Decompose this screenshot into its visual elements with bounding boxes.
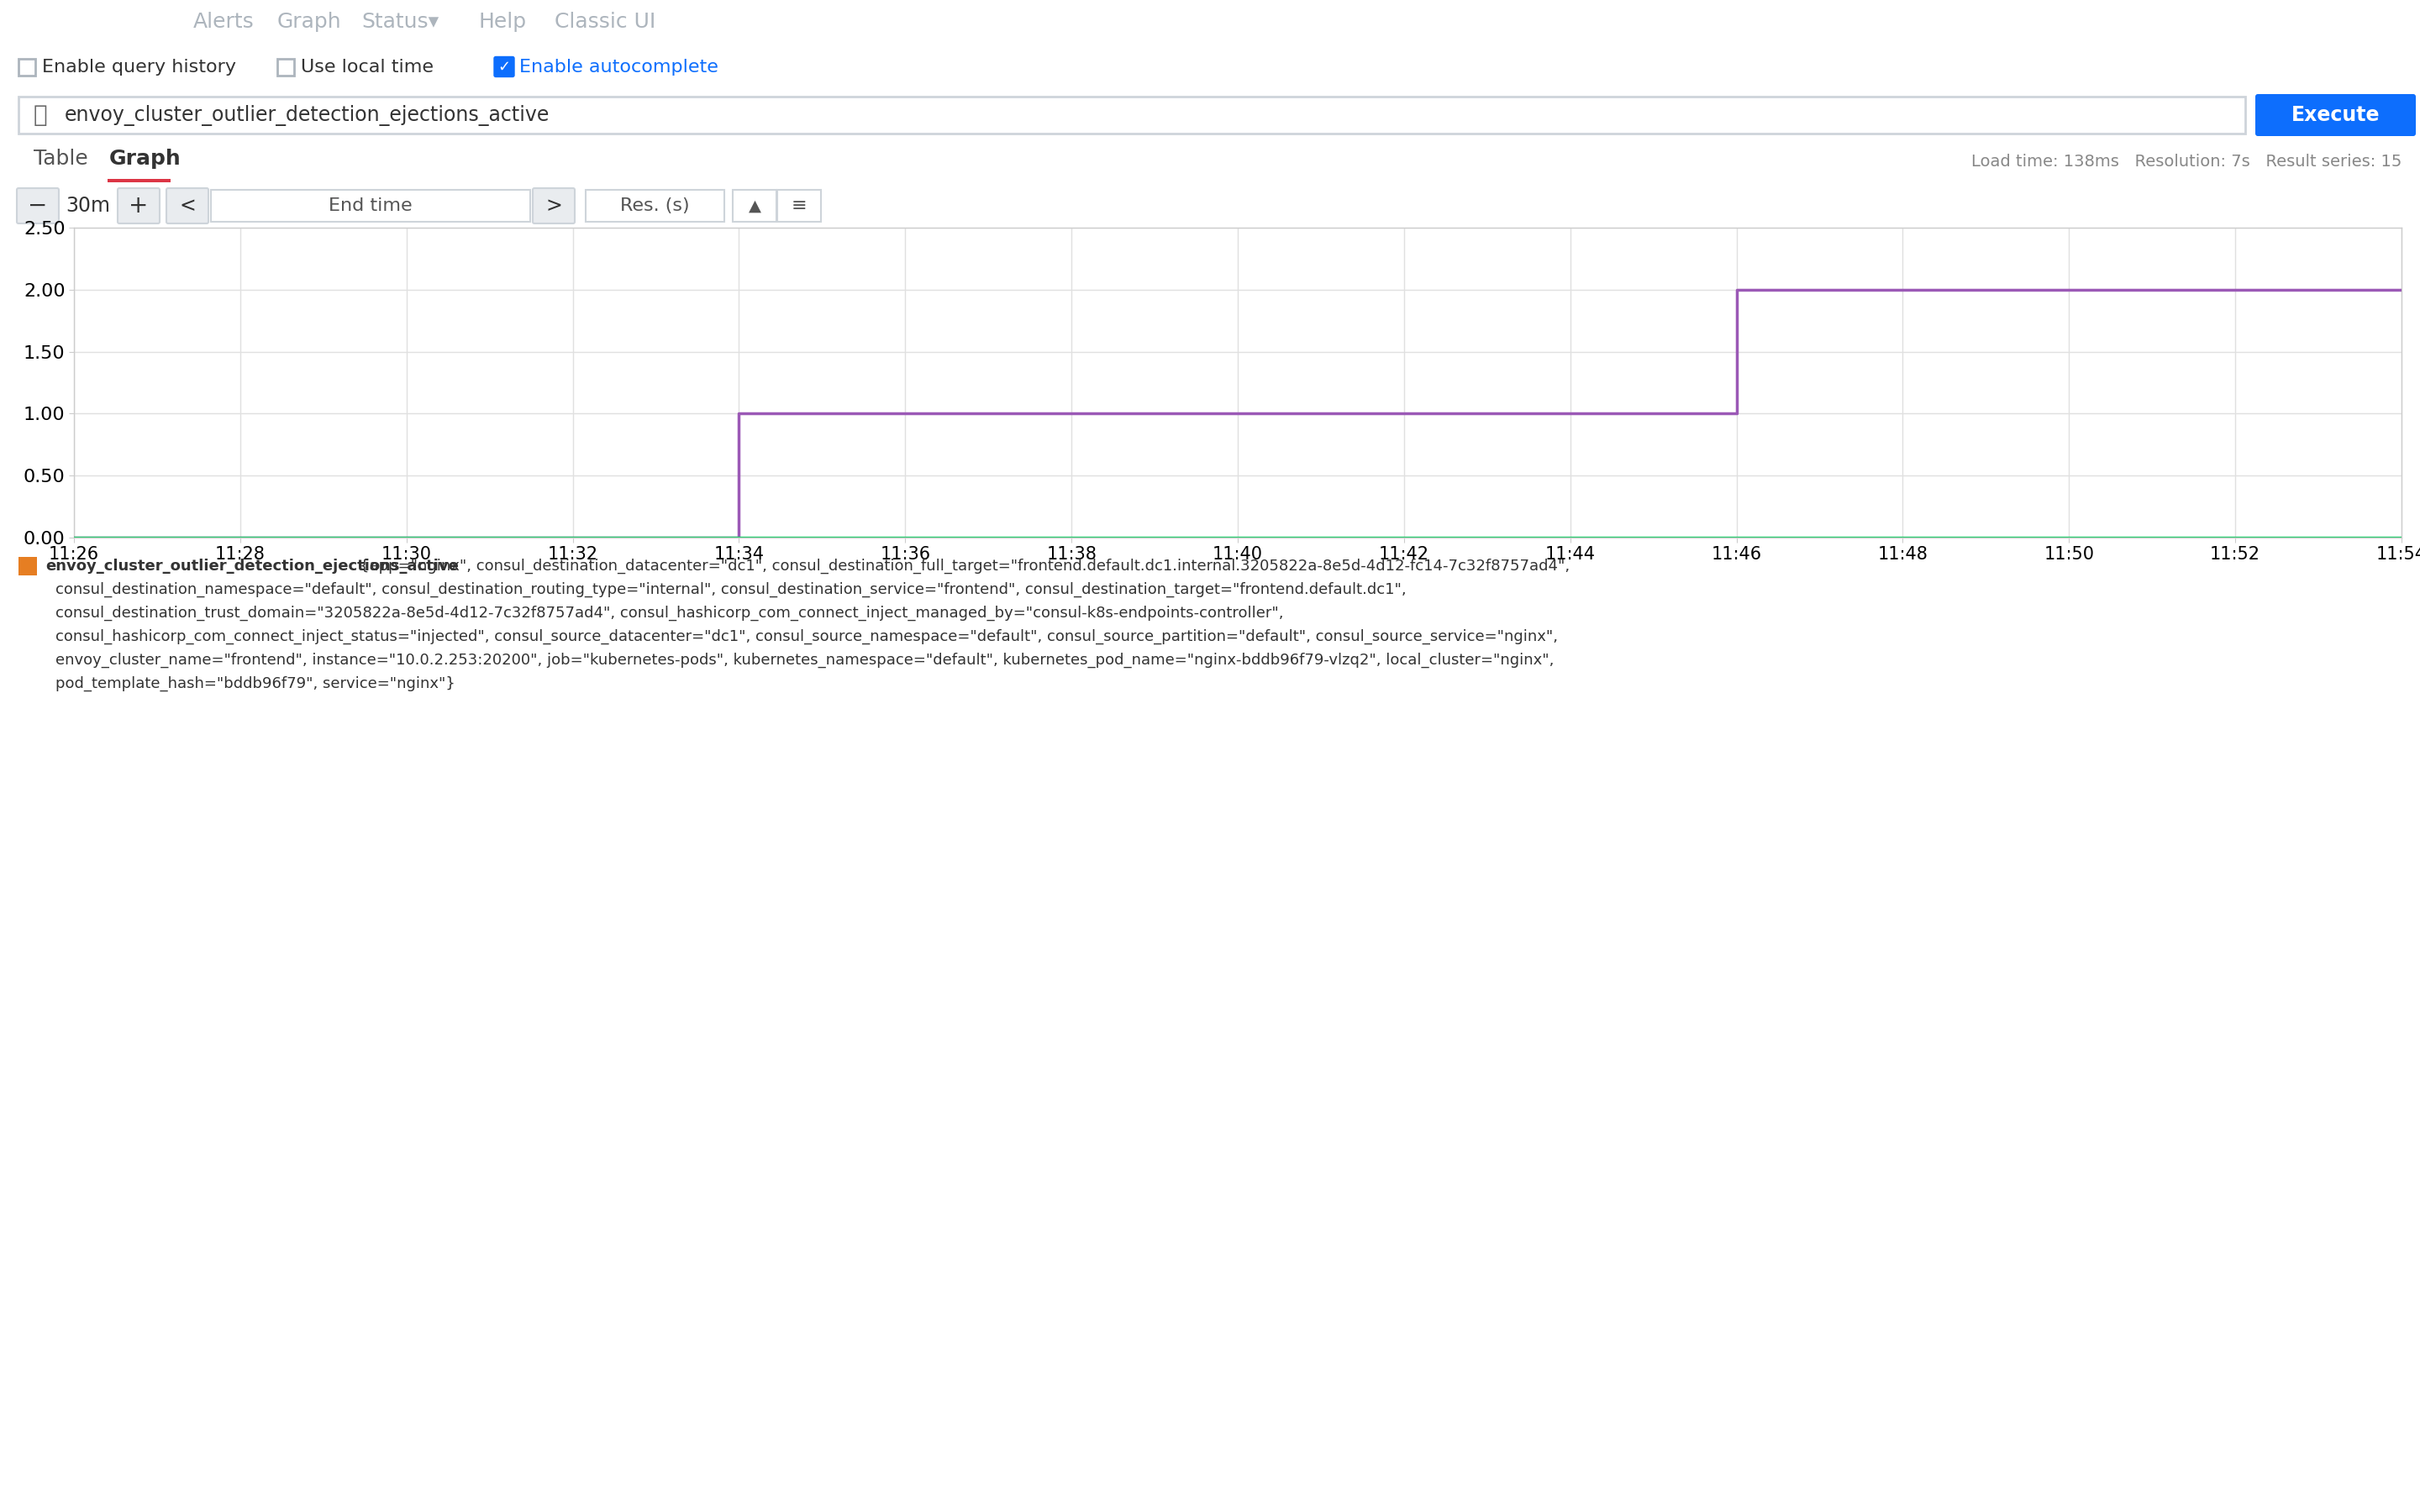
Bar [106, 178, 169, 183]
Bar [777, 191, 820, 222]
Text: envoy_cluster_outlier_detection_ejections_active: envoy_cluster_outlier_detection_ejection… [65, 104, 549, 125]
Text: ≡: ≡ [791, 198, 806, 215]
Text: Status▾: Status▾ [361, 12, 438, 32]
Bar [278, 59, 295, 76]
Text: Classic UI: Classic UI [554, 12, 656, 32]
Text: Execute: Execute [2292, 104, 2379, 125]
Text: envoy_cluster_name="frontend", instance="10.0.2.253:20200", job="kubernetes-pods: envoy_cluster_name="frontend", instance=… [56, 653, 1554, 668]
Bar [19, 556, 36, 576]
Text: +: + [128, 194, 148, 218]
Text: −: − [29, 194, 48, 218]
Bar [586, 191, 724, 222]
FancyBboxPatch shape [532, 187, 576, 224]
Text: Help: Help [479, 12, 528, 32]
Text: Res. (s): Res. (s) [620, 198, 690, 215]
Text: >: > [544, 195, 561, 216]
Bar [19, 59, 36, 76]
Text: Graph: Graph [109, 148, 182, 169]
Text: Use local time: Use local time [300, 59, 433, 76]
Text: Alerts: Alerts [194, 12, 254, 32]
Text: envoy_cluster_outlier_detection_ejections_active: envoy_cluster_outlier_detection_ejection… [46, 558, 460, 573]
Bar [19, 97, 2246, 133]
Text: ⌕: ⌕ [34, 103, 48, 127]
Text: Load time: 138ms   Resolution: 7s   Result series: 15: Load time: 138ms Resolution: 7s Result s… [1970, 154, 2401, 171]
Text: ▲: ▲ [748, 198, 760, 213]
Text: ✓: ✓ [499, 59, 511, 74]
FancyBboxPatch shape [17, 187, 58, 224]
Text: Graph: Graph [278, 12, 341, 32]
Text: <: < [179, 195, 196, 216]
Text: consul_destination_namespace="default", consul_destination_routing_type="interna: consul_destination_namespace="default", … [56, 582, 1406, 597]
Text: Enable autocomplete: Enable autocomplete [520, 59, 719, 76]
Text: End time: End time [329, 198, 411, 215]
Text: Prometheus: Prometheus [19, 8, 225, 36]
Bar [211, 191, 530, 222]
FancyBboxPatch shape [119, 187, 160, 224]
FancyBboxPatch shape [494, 56, 513, 77]
Bar [733, 191, 777, 222]
FancyBboxPatch shape [2255, 94, 2415, 136]
Text: Enable query history: Enable query history [41, 59, 237, 76]
Text: consul_destination_trust_domain="3205822a-8e5d-4d12-7c32f8757ad4", consul_hashic: consul_destination_trust_domain="3205822… [56, 605, 1283, 621]
Text: consul_hashicorp_com_connect_inject_status="injected", consul_source_datacenter=: consul_hashicorp_com_connect_inject_stat… [56, 629, 1558, 644]
Text: Table: Table [34, 148, 87, 169]
Text: pod_template_hash="bddb96f79", service="nginx"}: pod_template_hash="bddb96f79", service="… [56, 676, 455, 691]
Text: 30m: 30m [65, 195, 111, 216]
FancyBboxPatch shape [167, 187, 208, 224]
Text: {app="nginx", consul_destination_datacenter="dc1", consul_destination_full_targe: {app="nginx", consul_destination_datacen… [361, 558, 1571, 575]
